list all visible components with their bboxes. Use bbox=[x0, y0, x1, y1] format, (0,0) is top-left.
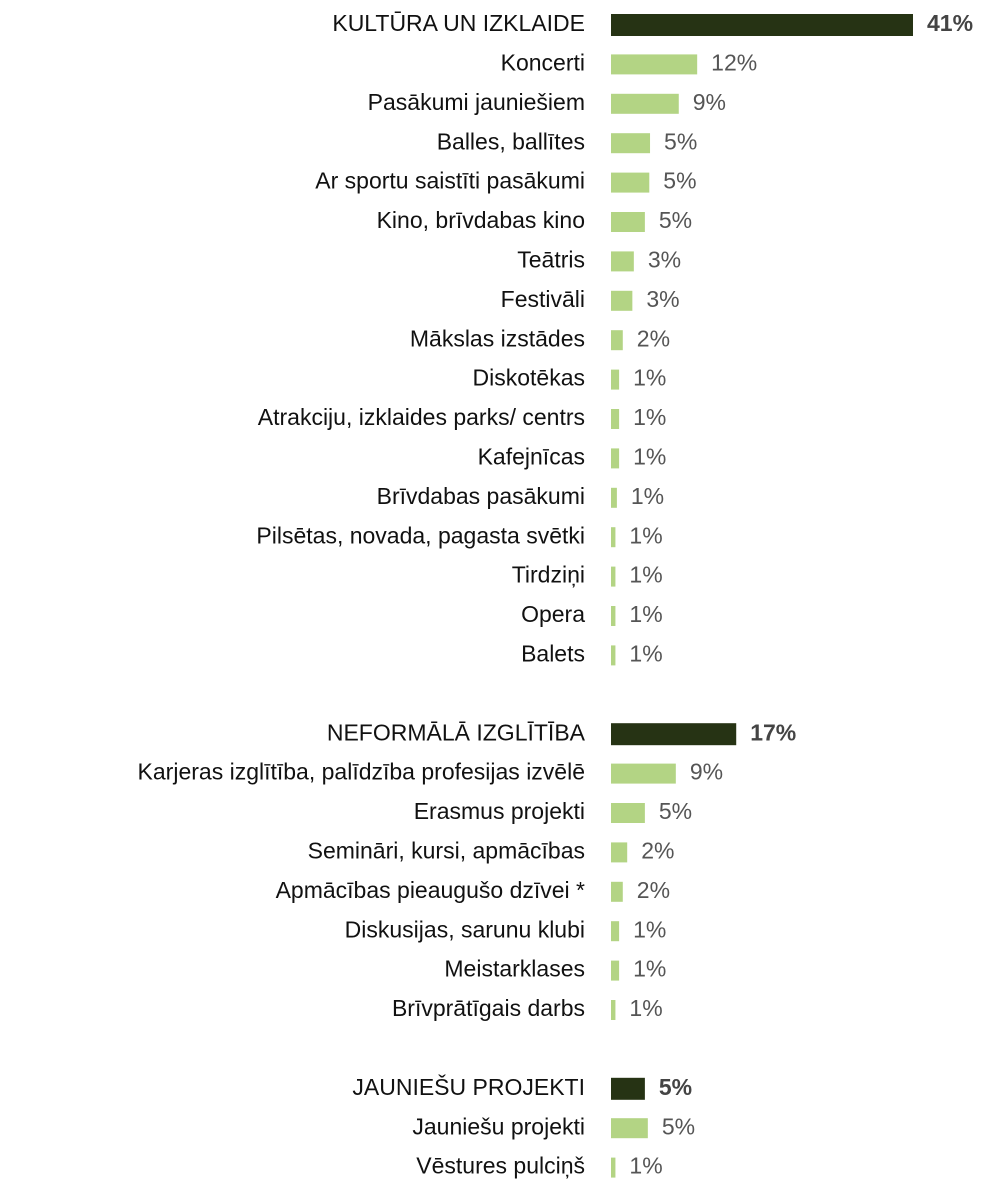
value-label: 1% bbox=[633, 365, 666, 391]
bar bbox=[611, 133, 651, 154]
bar bbox=[611, 14, 913, 36]
value-label: 17% bbox=[750, 719, 796, 745]
group-label: JAUNIEŠU PROJEKTI bbox=[352, 1073, 585, 1100]
value-label: 1% bbox=[629, 562, 662, 588]
category-label: Karjeras izglītība, palīdzība profesijas… bbox=[138, 759, 585, 785]
value-label: 3% bbox=[648, 246, 681, 272]
group-label: NEFORMĀLĀ IZGLĪTĪBA bbox=[327, 719, 586, 745]
category-label: Mākslas izstādes bbox=[410, 325, 585, 351]
bar bbox=[611, 1000, 616, 1020]
value-label: 5% bbox=[659, 798, 692, 824]
value-label: 1% bbox=[629, 522, 662, 548]
value-label: 1% bbox=[633, 404, 666, 430]
category-label: Brīvprātīgais darbs bbox=[392, 995, 585, 1021]
bar bbox=[611, 842, 628, 863]
bar bbox=[611, 527, 616, 548]
category-label: Pilsētas, novada, pagasta svētki bbox=[256, 522, 585, 548]
value-label: 9% bbox=[693, 89, 726, 115]
value-label: 1% bbox=[629, 1153, 662, 1179]
category-label: Festivāli bbox=[501, 286, 585, 312]
bar bbox=[611, 566, 616, 587]
bar bbox=[611, 172, 650, 193]
value-label: 9% bbox=[690, 759, 723, 785]
category-label: Kino, brīvdabas kino bbox=[377, 207, 585, 233]
bar bbox=[611, 251, 634, 272]
category-label: Erasmus projekti bbox=[414, 798, 585, 824]
category-label: Ar sportu saistīti pasākumi bbox=[315, 168, 585, 194]
value-label: 1% bbox=[633, 956, 666, 982]
value-label: 41% bbox=[927, 10, 973, 36]
bar bbox=[611, 54, 698, 75]
value-label: 5% bbox=[664, 128, 697, 154]
bar bbox=[611, 369, 620, 390]
value-label: 2% bbox=[637, 877, 670, 903]
category-label: Teātris bbox=[517, 246, 585, 272]
bar bbox=[611, 448, 620, 469]
category-label: Atrakciju, izklaides parks/ centrs bbox=[258, 404, 585, 430]
bar bbox=[611, 487, 617, 508]
category-label: Opera bbox=[521, 601, 585, 627]
value-label: 2% bbox=[641, 837, 674, 863]
bar bbox=[611, 1077, 645, 1100]
bar bbox=[611, 93, 679, 114]
bar bbox=[611, 763, 676, 784]
bar bbox=[611, 606, 616, 626]
bar bbox=[611, 409, 620, 429]
bar bbox=[611, 645, 616, 666]
bar bbox=[611, 723, 737, 746]
value-label: 3% bbox=[646, 286, 679, 312]
bar bbox=[611, 290, 633, 311]
category-label: Diskotēkas bbox=[473, 365, 585, 391]
category-label: Apmācības pieaugušo dzīvei * bbox=[276, 877, 585, 903]
category-label: Jauniešu projekti bbox=[412, 1113, 585, 1139]
value-label: 2% bbox=[637, 325, 670, 351]
value-label: 5% bbox=[662, 1113, 695, 1139]
category-label: Pasākumi jauniešiem bbox=[368, 89, 585, 115]
bar bbox=[611, 921, 620, 942]
category-label: Vēstures pulciņš bbox=[416, 1153, 585, 1179]
value-label: 12% bbox=[711, 49, 757, 75]
group-label: KULTŪRA UN IZKLAIDE bbox=[332, 10, 585, 36]
value-label: 1% bbox=[633, 916, 666, 942]
bar bbox=[611, 212, 645, 232]
category-label: Balets bbox=[521, 640, 585, 666]
bar bbox=[611, 803, 645, 823]
category-label: Tirdziņi bbox=[512, 562, 585, 588]
category-label: Diskusijas, sarunu klubi bbox=[345, 916, 585, 942]
value-label: 5% bbox=[659, 1074, 692, 1100]
category-label: Semināri, kursi, apmācības bbox=[308, 837, 585, 863]
value-label: 5% bbox=[663, 168, 696, 194]
value-label: 1% bbox=[631, 483, 664, 509]
bar bbox=[611, 330, 623, 351]
bar bbox=[611, 1118, 648, 1139]
category-label: Meistarklases bbox=[444, 956, 585, 982]
category-label: Balles, ballītes bbox=[437, 128, 585, 154]
value-label: 1% bbox=[629, 640, 662, 666]
category-label: Kafejnīcas bbox=[478, 443, 585, 469]
category-label: Koncerti bbox=[501, 49, 585, 75]
bar bbox=[611, 960, 620, 981]
value-label: 1% bbox=[629, 601, 662, 627]
value-label: 5% bbox=[659, 207, 692, 233]
category-label: Brīvdabas pasākumi bbox=[377, 483, 585, 509]
bar bbox=[611, 881, 623, 902]
value-label: 1% bbox=[633, 443, 666, 469]
bar bbox=[611, 1157, 616, 1178]
value-label: 1% bbox=[629, 995, 662, 1021]
